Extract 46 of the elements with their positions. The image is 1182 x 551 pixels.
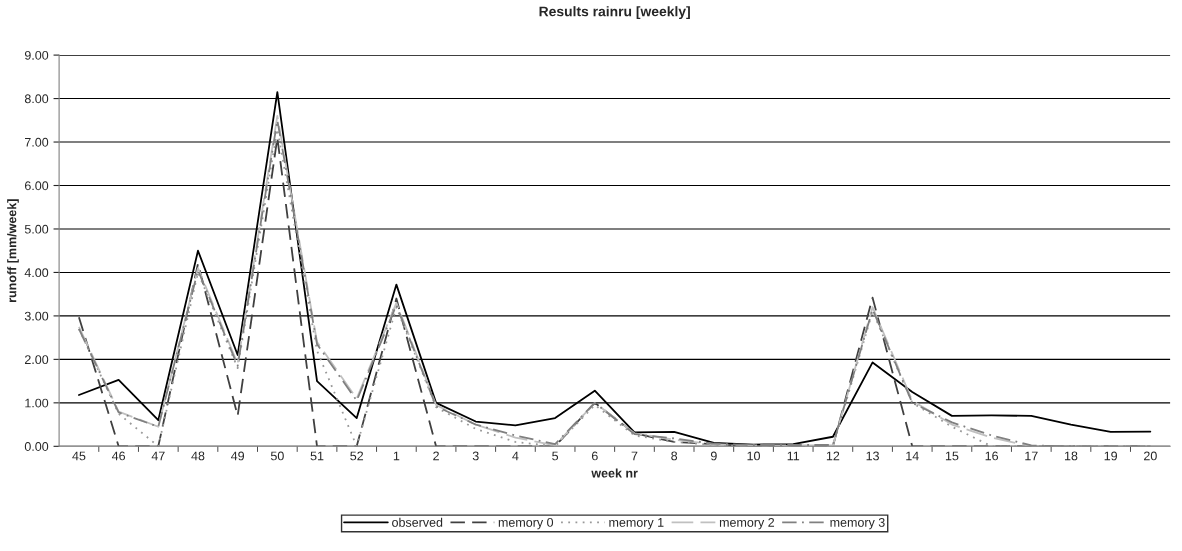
x-tick-label: 11 [787,451,800,461]
x-tick-label: 6 [591,451,598,461]
x-tick-label: 48 [191,451,205,461]
y-tick-label: 6.00 [24,181,49,191]
x-tick-label: 47 [151,451,165,461]
x-tick-label: 10 [747,451,760,461]
y-tick-label: 5.00 [24,224,49,234]
x-tick-label: 3 [472,451,479,461]
x-tick-label: 51 [310,451,324,461]
x-tick-label: 8 [671,451,678,461]
x-tick-label: 15 [945,451,959,461]
x-tick-label: 18 [1064,451,1078,461]
x-tick-label: 20 [1144,451,1157,461]
x-tick-label: 9 [710,451,717,461]
y-tick-label: 9.00 [24,50,49,60]
x-tick-label: 46 [111,451,126,461]
y-tick-label: 2.00 [24,355,49,365]
x-tick-label: 50 [270,451,284,461]
x-tick-label: 16 [985,451,999,461]
legend-label: memory 1 [609,518,664,530]
y-tick-label: 3.00 [24,311,49,321]
y-tick-label: 8.00 [24,94,49,104]
x-tick-label: 19 [1104,451,1118,461]
x-axis-title: week nr [591,468,638,478]
x-tick-label: 4 [512,451,519,461]
y-tick-label: 7.00 [25,137,49,147]
x-tick-label: 7 [631,451,638,461]
y-tick-label: 4.00 [24,268,49,278]
legend-label: memory 0 [498,517,554,530]
legend-label: memory 3 [830,517,885,530]
y-tick-label: 0.00 [24,442,49,451]
x-tick-label: 17 [1025,451,1038,461]
y-axis-title: runoff [mm/week] [7,199,19,302]
y-tick-label: 1.00 [25,398,49,408]
x-tick-label: 12 [826,451,840,461]
x-tick-label: 52 [350,451,364,461]
x-tick-label: 5 [552,451,559,461]
legend-label: memory 2 [719,517,775,530]
x-tick-label: 2 [433,451,439,461]
x-tick-label: 14 [906,451,919,461]
chart-title: Results rainru [weekly] [539,6,690,20]
x-tick-label: 45 [72,451,86,461]
x-tick-label: 1 [393,451,400,461]
x-tick-label: 13 [866,451,879,461]
legend-label: observed [392,517,443,527]
x-tick-label: 49 [231,451,245,461]
